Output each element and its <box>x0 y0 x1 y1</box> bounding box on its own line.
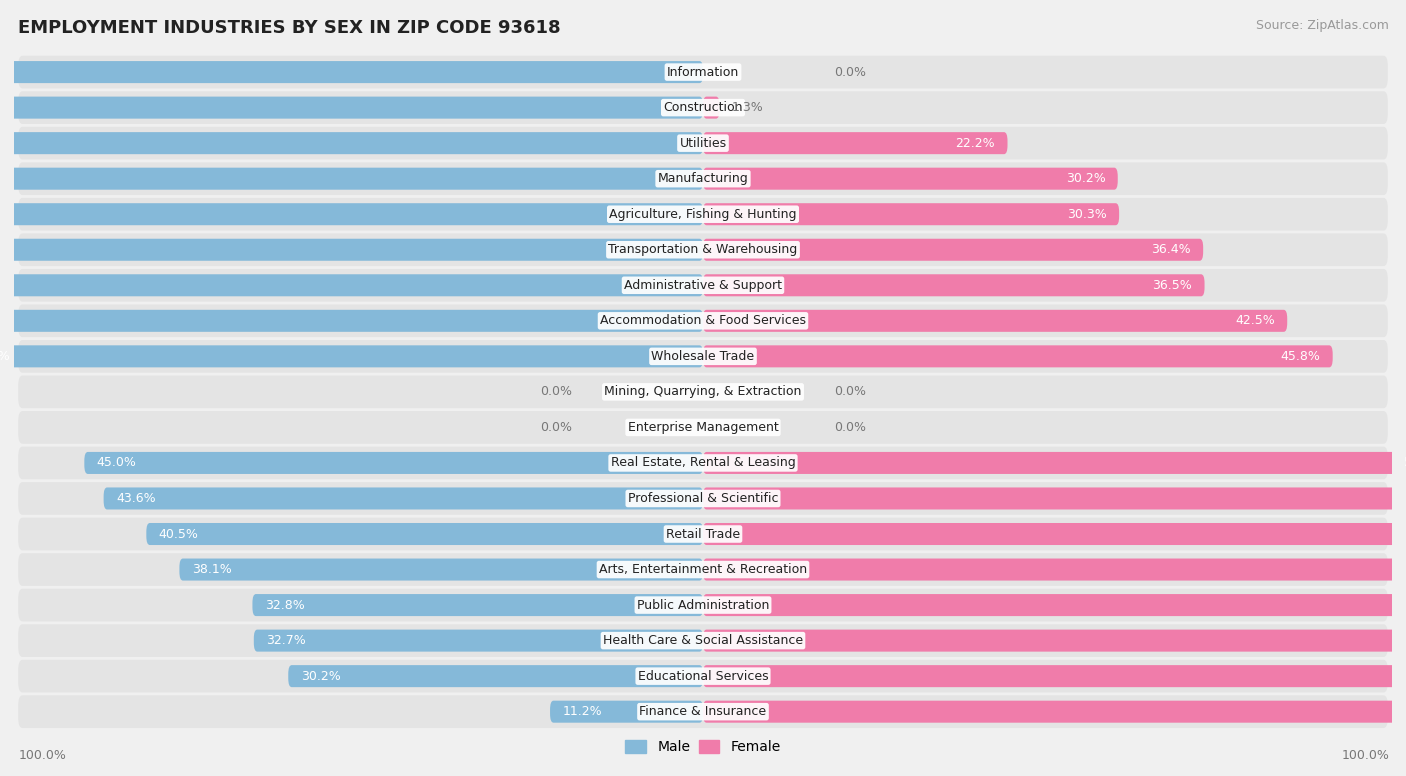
FancyBboxPatch shape <box>18 304 1388 337</box>
FancyBboxPatch shape <box>703 274 1205 296</box>
FancyBboxPatch shape <box>703 96 720 119</box>
FancyBboxPatch shape <box>703 665 1406 688</box>
Text: 45.8%: 45.8% <box>1281 350 1320 363</box>
Text: 55.0%: 55.0% <box>1405 456 1406 469</box>
Text: 30.2%: 30.2% <box>301 670 340 683</box>
Text: Mining, Quarrying, & Extraction: Mining, Quarrying, & Extraction <box>605 386 801 398</box>
FancyBboxPatch shape <box>703 487 1406 510</box>
FancyBboxPatch shape <box>18 234 1388 266</box>
FancyBboxPatch shape <box>0 274 703 296</box>
Text: Finance & Insurance: Finance & Insurance <box>640 705 766 718</box>
Text: Educational Services: Educational Services <box>638 670 768 683</box>
FancyBboxPatch shape <box>703 132 1008 154</box>
Text: 32.8%: 32.8% <box>264 598 305 611</box>
Text: 54.2%: 54.2% <box>0 350 10 363</box>
Text: 30.3%: 30.3% <box>1067 208 1107 220</box>
Text: Administrative & Support: Administrative & Support <box>624 279 782 292</box>
FancyBboxPatch shape <box>703 168 1118 189</box>
FancyBboxPatch shape <box>0 239 703 261</box>
FancyBboxPatch shape <box>18 92 1388 124</box>
Text: Arts, Entertainment & Recreation: Arts, Entertainment & Recreation <box>599 563 807 576</box>
FancyBboxPatch shape <box>18 126 1388 160</box>
Text: Public Administration: Public Administration <box>637 598 769 611</box>
FancyBboxPatch shape <box>0 168 703 189</box>
Text: Enterprise Management: Enterprise Management <box>627 421 779 434</box>
Text: 1.3%: 1.3% <box>733 101 763 114</box>
Text: 0.0%: 0.0% <box>540 421 572 434</box>
FancyBboxPatch shape <box>18 162 1388 195</box>
FancyBboxPatch shape <box>0 61 703 83</box>
FancyBboxPatch shape <box>703 559 1406 580</box>
Text: Health Care & Social Assistance: Health Care & Social Assistance <box>603 634 803 647</box>
FancyBboxPatch shape <box>703 239 1204 261</box>
FancyBboxPatch shape <box>18 624 1388 657</box>
FancyBboxPatch shape <box>703 629 1406 652</box>
FancyBboxPatch shape <box>0 345 703 367</box>
FancyBboxPatch shape <box>18 56 1388 88</box>
Legend: Male, Female: Male, Female <box>620 735 786 760</box>
Text: Accommodation & Food Services: Accommodation & Food Services <box>600 314 806 327</box>
Text: EMPLOYMENT INDUSTRIES BY SEX IN ZIP CODE 93618: EMPLOYMENT INDUSTRIES BY SEX IN ZIP CODE… <box>18 19 561 37</box>
Text: Construction: Construction <box>664 101 742 114</box>
FancyBboxPatch shape <box>18 376 1388 408</box>
Text: Wholesale Trade: Wholesale Trade <box>651 350 755 363</box>
FancyBboxPatch shape <box>703 203 1119 225</box>
FancyBboxPatch shape <box>18 447 1388 480</box>
FancyBboxPatch shape <box>0 310 703 332</box>
FancyBboxPatch shape <box>18 482 1388 514</box>
Text: Agriculture, Fishing & Hunting: Agriculture, Fishing & Hunting <box>609 208 797 220</box>
FancyBboxPatch shape <box>180 559 703 580</box>
Text: 0.0%: 0.0% <box>834 66 866 78</box>
Text: 0.0%: 0.0% <box>834 421 866 434</box>
FancyBboxPatch shape <box>18 589 1388 622</box>
FancyBboxPatch shape <box>18 198 1388 230</box>
Text: Retail Trade: Retail Trade <box>666 528 740 541</box>
Text: Utilities: Utilities <box>679 137 727 150</box>
Text: Transportation & Warehousing: Transportation & Warehousing <box>609 243 797 256</box>
Text: 22.2%: 22.2% <box>956 137 995 150</box>
Text: 38.1%: 38.1% <box>191 563 232 576</box>
FancyBboxPatch shape <box>703 452 1406 474</box>
FancyBboxPatch shape <box>18 269 1388 302</box>
Text: 100.0%: 100.0% <box>1341 749 1389 762</box>
Text: Information: Information <box>666 66 740 78</box>
FancyBboxPatch shape <box>703 523 1406 545</box>
FancyBboxPatch shape <box>18 553 1388 586</box>
Text: Source: ZipAtlas.com: Source: ZipAtlas.com <box>1256 19 1389 33</box>
Text: 30.2%: 30.2% <box>1066 172 1105 185</box>
FancyBboxPatch shape <box>0 203 703 225</box>
FancyBboxPatch shape <box>288 665 703 688</box>
FancyBboxPatch shape <box>0 96 703 119</box>
Text: 11.2%: 11.2% <box>562 705 602 718</box>
Text: Real Estate, Rental & Leasing: Real Estate, Rental & Leasing <box>610 456 796 469</box>
Text: 100.0%: 100.0% <box>18 749 66 762</box>
FancyBboxPatch shape <box>18 660 1388 692</box>
Text: 40.5%: 40.5% <box>159 528 198 541</box>
FancyBboxPatch shape <box>18 518 1388 550</box>
FancyBboxPatch shape <box>18 411 1388 444</box>
FancyBboxPatch shape <box>84 452 703 474</box>
FancyBboxPatch shape <box>550 701 703 722</box>
Text: 0.0%: 0.0% <box>834 386 866 398</box>
FancyBboxPatch shape <box>703 701 1406 722</box>
Text: 36.5%: 36.5% <box>1153 279 1192 292</box>
FancyBboxPatch shape <box>18 340 1388 372</box>
Text: Professional & Scientific: Professional & Scientific <box>627 492 779 505</box>
FancyBboxPatch shape <box>703 594 1406 616</box>
FancyBboxPatch shape <box>254 629 703 652</box>
FancyBboxPatch shape <box>146 523 703 545</box>
Text: Manufacturing: Manufacturing <box>658 172 748 185</box>
Text: 43.6%: 43.6% <box>117 492 156 505</box>
Text: 32.7%: 32.7% <box>266 634 307 647</box>
Text: 45.0%: 45.0% <box>97 456 136 469</box>
FancyBboxPatch shape <box>104 487 703 510</box>
FancyBboxPatch shape <box>18 695 1388 728</box>
FancyBboxPatch shape <box>703 345 1333 367</box>
FancyBboxPatch shape <box>0 132 703 154</box>
Text: 42.5%: 42.5% <box>1234 314 1275 327</box>
Text: 36.4%: 36.4% <box>1152 243 1191 256</box>
FancyBboxPatch shape <box>253 594 703 616</box>
Text: 0.0%: 0.0% <box>540 386 572 398</box>
FancyBboxPatch shape <box>703 310 1288 332</box>
